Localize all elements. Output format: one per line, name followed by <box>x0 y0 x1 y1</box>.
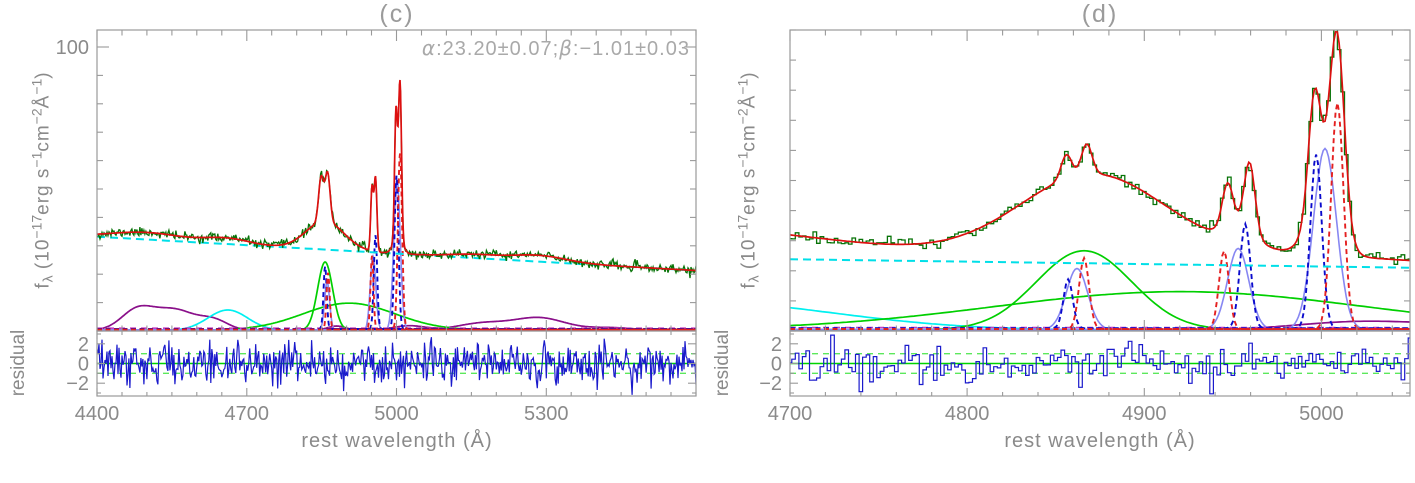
intermediate-component-curve <box>790 147 1410 331</box>
broad-gaussian-component-curve <box>790 290 1410 327</box>
x-tick-label: 4700 <box>768 403 813 425</box>
panel-residual-plot-area <box>97 337 696 395</box>
panel-main-plot-area <box>97 79 696 331</box>
residual-tick-label: −2 <box>759 373 782 395</box>
narrow-redshifted-component-curve <box>790 248 1410 331</box>
residual-trace <box>790 334 1410 395</box>
axis-ticks <box>789 29 1410 396</box>
residual-tick-label: 0 <box>771 354 782 376</box>
alpha-symbol: α <box>421 36 437 60</box>
x-tick-label: 4800 <box>945 403 990 425</box>
x-tick-label: 5300 <box>524 403 569 425</box>
residual-tick-label: −2 <box>66 373 89 395</box>
x-tick-label: 5000 <box>374 403 419 425</box>
x-tick-label: 4700 <box>225 403 270 425</box>
x-tick-label: 5000 <box>1299 403 1344 425</box>
beta-value: :−1.01±0.03 <box>572 38 690 60</box>
residual-tick-label: 2 <box>771 334 782 356</box>
panel-d-x-axis-label: rest wavelength (Å) <box>1004 430 1196 452</box>
axis-ticks <box>96 30 697 396</box>
total-model-fit-curve <box>97 79 696 272</box>
x-tick-label: 4900 <box>1122 403 1167 425</box>
panel-d-residual-axis-label: residual <box>712 329 733 397</box>
panel-c-title: (c) <box>379 0 415 28</box>
broad-gaussian-component-curve <box>790 249 1410 331</box>
panel-c-y-axis-label: fλ (10−17erg s−1cm−2Å−1) <box>28 71 56 289</box>
panel-residual-plot-area <box>790 334 1410 395</box>
total-model-fit-curve <box>790 30 1410 262</box>
alpha-value: :23.20±0.07; <box>436 38 560 60</box>
residual-tick-label: 2 <box>78 334 89 356</box>
x-tick-label: 4400 <box>75 403 120 425</box>
beta-symbol: β <box>559 36 573 60</box>
narrow-blueshifted-component-curve <box>790 220 1410 330</box>
powerlaw-continuum-line <box>790 258 1410 269</box>
narrow-redshifted-component-curve <box>790 102 1410 331</box>
panel-c-residual-axis-label: residual <box>8 329 29 397</box>
residual-trace <box>97 337 696 395</box>
residual-tick-label: 0 <box>78 354 89 376</box>
panel-main-plot-area <box>790 30 1410 331</box>
y-tick-label: 100 <box>56 37 89 59</box>
powerlaw-fit-annotation: α:23.20±0.07;β:−1.01±0.03 <box>422 36 690 61</box>
intermediate-component-curve <box>790 267 1410 331</box>
narrow-blueshifted-component-curve <box>790 277 1410 330</box>
panel-d-y-axis-label: fλ (10−17erg s−1cm−2Å−1) <box>734 71 762 289</box>
panel-d-title: (d) <box>1081 0 1119 28</box>
observed-spectrum-trace <box>790 30 1410 265</box>
panel-c-x-axis-label: rest wavelength (Å) <box>301 430 493 452</box>
